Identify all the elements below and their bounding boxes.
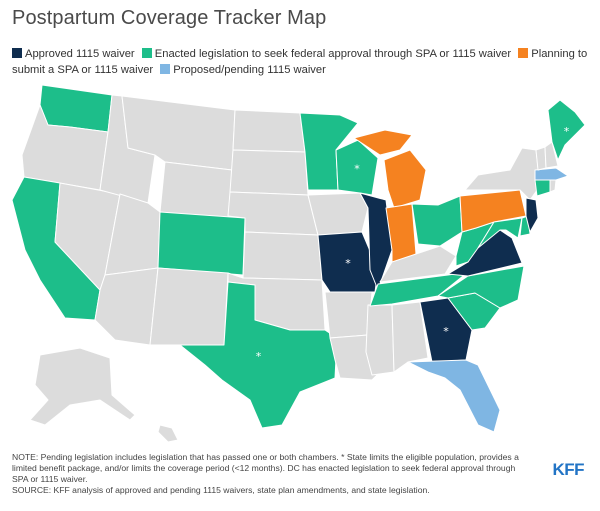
footnote-source: SOURCE: KFF analysis of approved and pen…: [12, 485, 430, 495]
state-alaska: [29, 347, 136, 426]
state-georgia: [419, 297, 473, 363]
state-ohio: [411, 195, 463, 247]
legend-swatch-enacted: [141, 48, 152, 58]
us-state-map: * * * * *: [11, 84, 586, 443]
legend-label-enacted: Enacted legislation to seek federal appr…: [154, 48, 512, 60]
star-marker-texas: *: [256, 350, 262, 363]
state-iowa: [307, 192, 369, 236]
legend-label-approved: Approved 1115 waiver: [25, 48, 135, 60]
state-new-hampshire: [544, 141, 559, 169]
star-marker-wisconsin: *: [354, 163, 360, 176]
state-connecticut: [534, 179, 551, 197]
state-hawaii: [157, 424, 179, 443]
legend-label-pending: Proposed/pending 1115 waiver: [173, 64, 326, 76]
star-marker-maine: *: [564, 125, 570, 138]
state-kansas: [242, 231, 323, 281]
kff-logo: KFF: [552, 460, 584, 479]
state-wyoming: [159, 161, 233, 221]
state-alabama: [391, 301, 429, 373]
footnote: NOTE: Pending legislation includes legis…: [12, 452, 532, 496]
legend-swatch-approved: [12, 48, 22, 58]
state-new-mexico: [149, 267, 229, 346]
legend-item-enacted: Enacted legislation to seek federal appr…: [141, 48, 512, 60]
legend-item-approved: Approved 1115 waiver: [12, 48, 135, 60]
state-michigan: [383, 149, 427, 209]
legend-label-planning: Planning to submit a SPA or 1115 waiver: [12, 48, 588, 76]
state-new-jersey: [525, 197, 539, 233]
state-colorado: [157, 211, 246, 276]
state-vermont: [535, 146, 547, 171]
legend-swatch-pending: [160, 64, 171, 74]
star-marker-missouri: *: [345, 257, 351, 270]
footnote-note: NOTE: Pending legislation includes legis…: [12, 452, 519, 484]
state-arkansas: [324, 291, 373, 339]
state-texas: [179, 281, 338, 429]
legend-item-planning: Planning to submit a SPA or 1115 waiver: [12, 48, 587, 76]
state-mississippi: [365, 304, 395, 376]
state-massachusetts: [534, 167, 569, 181]
legend-item-pending: Proposed/pending 1115 waiver: [160, 64, 326, 76]
state-michigan-up: [353, 129, 413, 156]
star-marker-georgia: *: [443, 325, 449, 338]
legend-swatch-planning: [518, 48, 529, 58]
state-south-dakota: [229, 149, 309, 196]
page-title: Postpartum Coverage Tracker Map: [12, 7, 327, 29]
state-arizona: [94, 267, 159, 346]
state-florida: [407, 359, 501, 433]
legend: Approved 1115 waiver Enacted legislation…: [12, 46, 592, 78]
state-north-dakota: [232, 109, 306, 153]
state-rhode-island: [549, 179, 557, 193]
state-maine: [547, 99, 586, 161]
state-north-carolina: [437, 265, 525, 309]
